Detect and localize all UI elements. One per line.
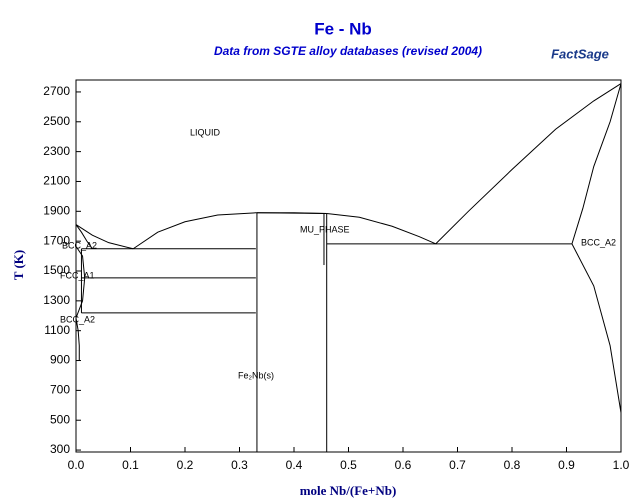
x-tick-label: 0.5 — [340, 458, 357, 472]
y-tick-label: 500 — [50, 412, 70, 426]
phase-boundary — [571, 243, 622, 413]
phase-label: Fe₂Nb(s) — [238, 370, 274, 380]
y-tick-label: 1500 — [43, 263, 70, 277]
y-tick-label: 2700 — [43, 84, 70, 98]
y-tick-label: 300 — [50, 442, 70, 456]
phase-label: FCC_A1 — [60, 270, 95, 280]
x-axis-label: mole Nb/(Fe+Nb) — [300, 483, 397, 498]
y-tick-label: 1300 — [43, 293, 70, 307]
y-tick-label: 2300 — [43, 144, 70, 158]
x-tick-label: 0.0 — [68, 458, 85, 472]
x-tick-label: 0.1 — [122, 458, 139, 472]
phase-boundary — [75, 224, 93, 250]
y-tick-label: 2100 — [43, 174, 70, 188]
phase-label: BCC_A2 — [581, 237, 616, 247]
phase-label: BCC_A2 — [60, 314, 95, 324]
x-tick-label: 0.9 — [558, 458, 575, 472]
phase-boundary — [75, 224, 134, 250]
x-tick-label: 0.6 — [395, 458, 412, 472]
logo: FactSage — [551, 46, 609, 61]
phase-boundary — [75, 246, 86, 319]
x-tick-label: 0.4 — [286, 458, 303, 472]
phase-boundary — [256, 212, 327, 215]
x-tick-label: 0.2 — [177, 458, 194, 472]
x-tick-label: 0.3 — [231, 458, 248, 472]
y-tick-label: 700 — [50, 383, 70, 397]
phase-label: BCC_A2 — [62, 240, 97, 250]
phase-boundary — [326, 213, 436, 245]
x-tick-label: 0.8 — [504, 458, 521, 472]
y-axis-label: T (K) — [11, 250, 26, 280]
chart-title: Fe - Nb — [314, 19, 372, 38]
phase-label: LIQUID — [190, 127, 221, 137]
y-tick-label: 1700 — [43, 233, 70, 247]
x-tick-label: 1.0 — [613, 458, 630, 472]
chart-subtitle: Data from SGTE alloy databases (revised … — [214, 44, 482, 58]
x-tick-label: 0.7 — [449, 458, 466, 472]
y-tick-label: 1900 — [43, 203, 70, 217]
y-tick-label: 1100 — [44, 323, 70, 337]
y-tick-label: 900 — [50, 353, 70, 367]
phase-boundary — [435, 83, 622, 245]
phase-boundary — [571, 83, 622, 244]
phase-label: MU_PHASE — [300, 224, 350, 234]
phase-boundary — [75, 317, 80, 361]
y-tick-label: 2500 — [43, 114, 70, 128]
